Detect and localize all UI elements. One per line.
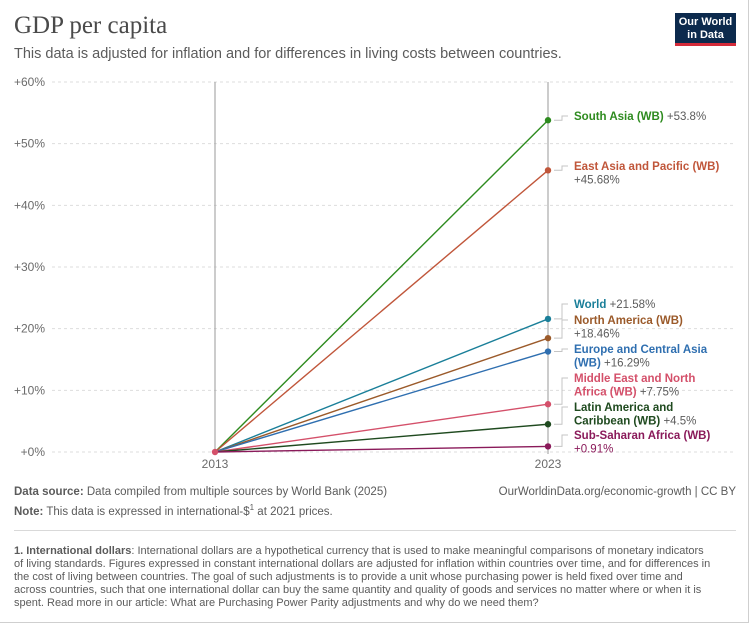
label-connector — [554, 348, 568, 353]
label-connector — [554, 115, 568, 121]
footer-divider — [14, 530, 736, 531]
x-tick-label: 2013 — [202, 457, 229, 471]
series-label: World +21.58% — [574, 299, 655, 311]
series-value-label: +4.5% — [660, 416, 696, 428]
series-line — [214, 318, 549, 453]
x-axis: 2013 2023 — [202, 82, 562, 471]
series-label: Sub-Saharan Africa (WB) +0.91% — [574, 430, 710, 456]
series-end-point — [544, 117, 552, 124]
series-label: Middle East and North Africa (WB) +7.75% — [574, 373, 695, 399]
y-tick-label: +40% — [14, 198, 45, 212]
series-line — [214, 423, 549, 453]
x-tick-label: 2023 — [535, 457, 562, 471]
owid-logo[interactable]: Our World in Data — [675, 13, 736, 46]
series-name: North America (WB) — [574, 315, 683, 327]
y-tick-label: +60% — [14, 75, 45, 89]
y-tick-label: +30% — [14, 260, 45, 274]
note-label: Note: — [14, 505, 44, 518]
source-url-link[interactable]: OurWorldinData.org/economic-growth | CC … — [498, 486, 736, 498]
series-lines — [211, 117, 552, 456]
series-name: Middle East and North — [574, 373, 695, 385]
series-label: East Asia and Pacific (WB) +45.68% — [574, 161, 719, 187]
label-connector — [554, 377, 568, 405]
series-label: South Asia (WB) +53.8% — [574, 111, 706, 123]
data-source-text: Data compiled from multiple sources by W… — [83, 486, 388, 498]
series-name-line2: (WB) — [574, 358, 601, 370]
y-tick-label: +10% — [14, 383, 45, 397]
note-text: This data is expressed in international-… — [43, 505, 250, 518]
series-line — [214, 119, 549, 453]
series-name-line2: Caribbean (WB) — [574, 416, 660, 428]
series-label: North America (WB) +18.46% — [574, 315, 683, 341]
label-connector — [554, 165, 568, 171]
series-end-point — [544, 334, 552, 342]
chart-subtitle: This data is adjusted for inflation and … — [14, 46, 562, 62]
series-value-label: +7.75% — [637, 387, 680, 399]
series-labels: South Asia (WB) +53.8% East Asia and Paci… — [554, 111, 719, 456]
series-name: East Asia and Pacific (WB) — [574, 161, 719, 173]
footnote: 1. International dollars: International … — [14, 545, 714, 610]
series-end-point — [544, 167, 552, 174]
series-value-label: +0.91% — [574, 444, 613, 456]
series-end-point — [544, 315, 552, 323]
series-value-label: +53.8% — [664, 111, 707, 123]
label-connector — [554, 434, 568, 447]
series-line — [214, 403, 549, 453]
label-connector — [554, 319, 568, 339]
series-line — [214, 169, 549, 453]
y-tick-label: +0% — [21, 445, 46, 459]
line-chart: +0% +10% +20% +30% +40% +50% +60% 2013 2023 Sou… — [14, 75, 736, 471]
logo-line1: Our World — [678, 16, 733, 28]
y-tick-label: +20% — [14, 322, 45, 336]
series-name: Latin America and — [574, 402, 673, 414]
series-value-label: +45.68% — [574, 175, 620, 187]
series-label: Europe and Central Asia (WB) +16.29% — [574, 344, 708, 370]
series-value-label: +18.46% — [574, 329, 620, 341]
label-connector — [554, 303, 568, 320]
series-end-point — [544, 421, 552, 428]
series-name: World — [574, 299, 606, 311]
series-name: Sub-Saharan Africa (WB) — [574, 430, 710, 442]
series-line — [214, 337, 549, 453]
note-superscript: 1 — [249, 503, 255, 512]
chart-title: GDP per capita — [14, 12, 168, 39]
logo-line2: in Data — [687, 29, 724, 41]
data-source-label: Data source: — [14, 486, 84, 498]
note-tail: at 2021 prices. — [254, 505, 333, 518]
footnote-label: 1. International dollars — [14, 545, 132, 557]
series-name: South Asia (WB) — [574, 111, 664, 123]
data-source: Data source: Data compiled from multiple… — [14, 486, 387, 498]
series-name: Europe and Central Asia — [574, 344, 708, 356]
series-end-point — [544, 443, 552, 450]
series-name-line2: Africa (WB) — [574, 387, 637, 399]
series-label: Latin America and Caribbean (WB) +4.5% — [574, 402, 696, 428]
series-value-label: +21.58% — [606, 299, 655, 311]
y-tick-label: +50% — [14, 137, 45, 151]
series-end-point — [544, 348, 552, 355]
series-line — [214, 350, 549, 453]
chart-note: Note: This data is expressed in internat… — [14, 503, 333, 518]
footnote-text: : International dollars are a hypothetic… — [14, 545, 711, 609]
series-value-label: +16.29% — [601, 358, 650, 370]
series-start-point — [211, 448, 219, 456]
series-line — [214, 445, 549, 453]
y-axis: +0% +10% +20% +30% +40% +50% +60% — [14, 75, 45, 459]
series-end-point — [544, 401, 552, 408]
label-connector — [554, 406, 568, 425]
